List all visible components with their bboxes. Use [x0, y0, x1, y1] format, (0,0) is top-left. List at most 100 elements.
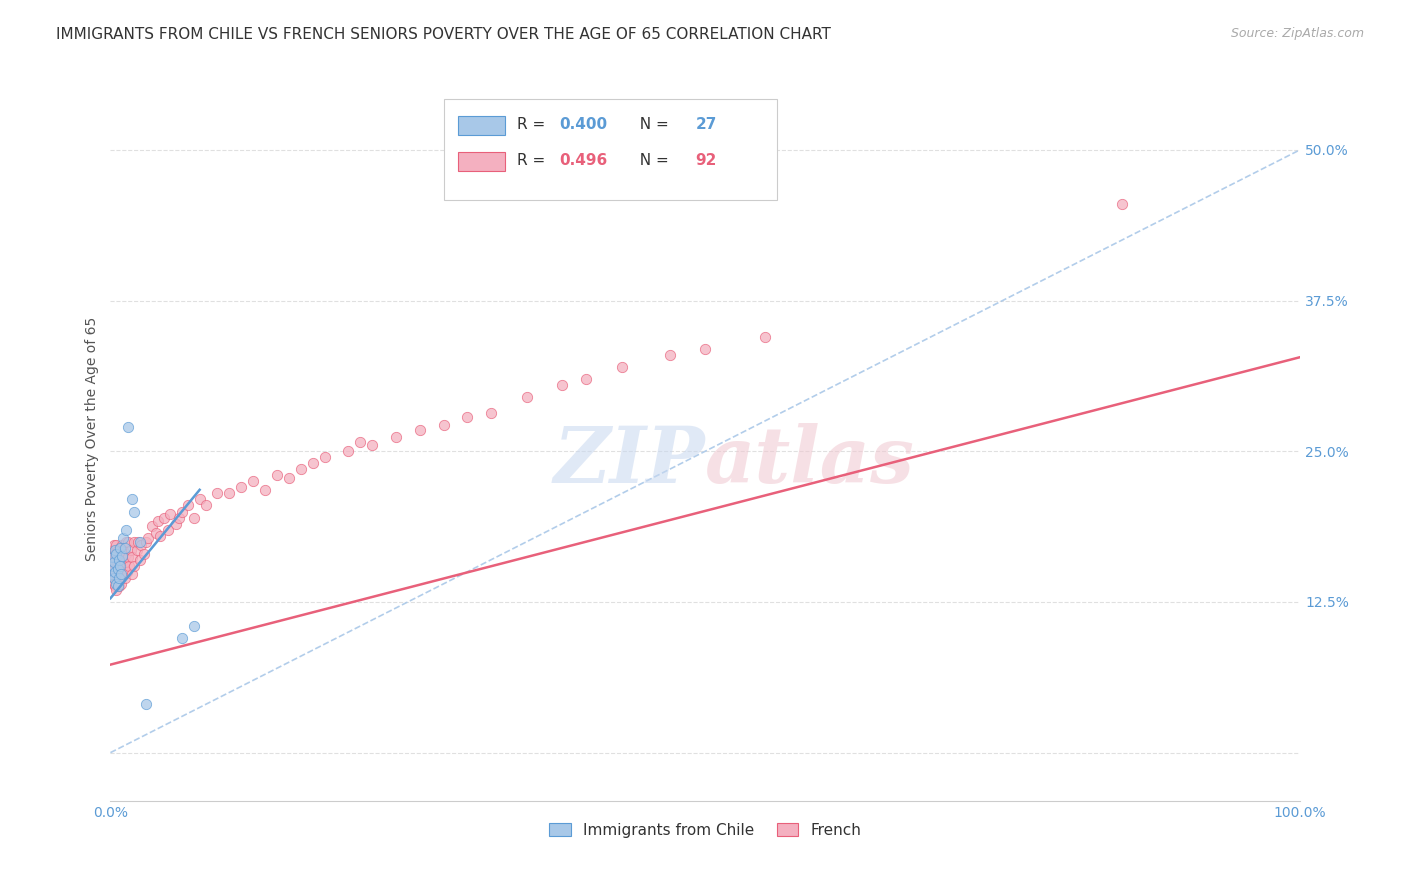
Point	[194, 499, 217, 513]
Point	[242, 475, 264, 489]
Point	[141, 519, 163, 533]
Text: atlas: atlas	[706, 423, 915, 500]
Point	[121, 567, 143, 582]
Point	[135, 534, 157, 549]
Point	[156, 523, 179, 537]
Point	[107, 543, 129, 558]
Point	[107, 579, 129, 593]
Point	[122, 558, 145, 573]
Point	[103, 555, 125, 569]
Point	[112, 543, 135, 558]
Point	[100, 565, 122, 579]
Point	[361, 438, 384, 452]
Point	[111, 538, 134, 552]
Point	[695, 342, 717, 356]
Point	[337, 444, 360, 458]
Point	[115, 547, 138, 561]
Point	[103, 553, 125, 567]
Point	[456, 410, 478, 425]
Text: 0.496: 0.496	[560, 153, 607, 168]
Point	[125, 543, 148, 558]
Point	[104, 547, 127, 561]
Point	[107, 565, 129, 579]
Point	[129, 553, 152, 567]
Point	[110, 558, 132, 573]
Point	[107, 571, 129, 585]
Point	[108, 571, 131, 585]
Point	[105, 553, 128, 567]
Point	[127, 534, 149, 549]
Point	[122, 504, 145, 518]
Text: R =: R =	[517, 117, 550, 132]
Point	[115, 534, 138, 549]
Point	[314, 450, 336, 465]
Point	[101, 571, 124, 585]
Point	[111, 550, 134, 565]
Point	[112, 558, 135, 573]
Point	[112, 531, 135, 545]
FancyBboxPatch shape	[458, 152, 505, 170]
Point	[349, 434, 371, 449]
Point	[115, 565, 138, 579]
Y-axis label: Seniors Poverty Over the Age of 65: Seniors Poverty Over the Age of 65	[86, 317, 100, 561]
Point	[111, 549, 134, 563]
Point	[110, 567, 132, 582]
Point	[107, 579, 129, 593]
Text: 27: 27	[696, 117, 717, 132]
Point	[170, 631, 193, 645]
Point	[207, 486, 229, 500]
Point	[103, 571, 125, 585]
Point	[101, 555, 124, 569]
Point	[131, 538, 153, 552]
FancyBboxPatch shape	[458, 116, 505, 135]
Point	[101, 550, 124, 565]
FancyBboxPatch shape	[443, 99, 776, 201]
Point	[301, 456, 323, 470]
Text: R =: R =	[517, 153, 550, 168]
Point	[135, 698, 157, 712]
Point	[149, 528, 172, 542]
Point	[218, 486, 240, 500]
Point	[121, 550, 143, 565]
Point	[479, 406, 502, 420]
Point	[107, 550, 129, 565]
Point	[1111, 197, 1133, 211]
Point	[277, 471, 299, 485]
Point	[107, 558, 129, 573]
Point	[103, 538, 125, 552]
Point	[188, 492, 211, 507]
Point	[105, 547, 128, 561]
Point	[658, 348, 681, 362]
Point	[516, 390, 538, 404]
Point	[575, 372, 598, 386]
Point	[170, 504, 193, 518]
Point	[231, 480, 253, 494]
Point	[104, 543, 127, 558]
Point	[104, 567, 127, 582]
Legend: Immigrants from Chile, French: Immigrants from Chile, French	[543, 816, 868, 844]
Point	[108, 558, 131, 573]
Point	[115, 523, 138, 537]
Point	[105, 577, 128, 591]
Point	[117, 420, 139, 434]
Text: IMMIGRANTS FROM CHILE VS FRENCH SENIORS POVERTY OVER THE AGE OF 65 CORRELATION C: IMMIGRANTS FROM CHILE VS FRENCH SENIORS …	[56, 27, 831, 42]
Point	[107, 553, 129, 567]
Point	[121, 492, 143, 507]
Point	[118, 558, 141, 573]
Point	[183, 510, 205, 524]
Text: 92: 92	[696, 153, 717, 168]
Point	[114, 541, 136, 555]
Text: 0.400: 0.400	[560, 117, 607, 132]
Point	[110, 577, 132, 591]
Point	[145, 526, 167, 541]
Point	[138, 531, 160, 545]
Point	[101, 543, 124, 558]
Point	[254, 483, 277, 497]
Point	[108, 555, 131, 569]
Point	[100, 567, 122, 582]
Point	[165, 516, 187, 531]
Point	[105, 538, 128, 552]
Point	[117, 550, 139, 565]
Point	[432, 417, 454, 432]
Point	[111, 567, 134, 582]
